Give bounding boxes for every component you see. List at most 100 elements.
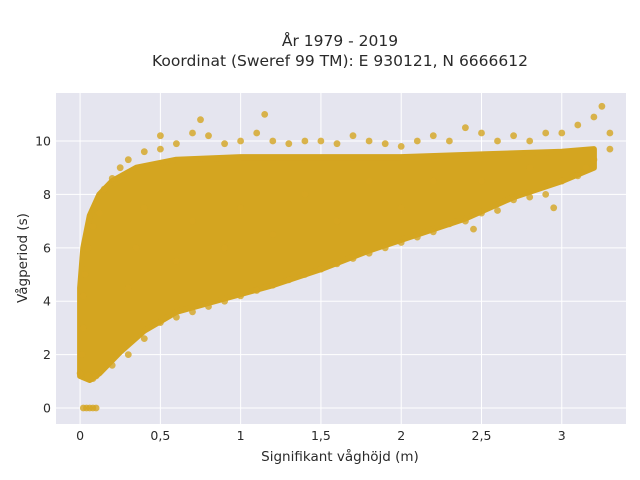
scatter-point (221, 244, 229, 252)
scatter-point (470, 225, 477, 233)
scatter-point (173, 313, 180, 321)
scatter-point (253, 287, 261, 294)
scatter-point (157, 319, 164, 326)
scatter-point (397, 239, 405, 246)
scatter-point (574, 172, 582, 180)
scatter-point (205, 303, 212, 310)
scatter-point (108, 361, 116, 369)
x-tick-label: 2 (397, 428, 405, 443)
y-tick-labels: 0 2 4 6 8 10 (35, 134, 51, 416)
scatter-point (542, 191, 550, 198)
scatter-point (253, 129, 261, 137)
scatter-point (429, 177, 437, 185)
scatter-point (558, 129, 566, 137)
scatter-point (381, 140, 389, 148)
scatter-point (606, 129, 614, 137)
scatter-point (79, 292, 87, 300)
scatter-point (301, 137, 309, 145)
scatter-point (237, 204, 245, 212)
scatter-point (157, 132, 164, 140)
scatter-point (79, 324, 87, 332)
scatter-point (237, 137, 245, 145)
scatter-point (84, 244, 92, 252)
scatter-point (413, 233, 421, 241)
scatter-point (301, 271, 309, 278)
scatter-point (92, 404, 100, 412)
y-axis-label: Vågperiod (s) (14, 213, 31, 303)
scatter-point (397, 143, 405, 150)
y-tick-label: 4 (43, 294, 51, 309)
scatter-point (124, 351, 132, 358)
scatter-point (526, 164, 534, 172)
scatter-point (349, 132, 357, 140)
scatter-point (317, 137, 325, 145)
scatter-point (582, 164, 590, 172)
scatter-point (558, 177, 566, 185)
x-tick-label: 0 (76, 428, 84, 443)
scatter-point (285, 140, 293, 148)
scatter-point (446, 220, 453, 228)
x-tick-label: 2,5 (472, 428, 492, 443)
scatter-point (542, 129, 550, 137)
scatter-point (462, 124, 469, 132)
scatter-point (574, 121, 582, 129)
scatter-point (478, 177, 485, 185)
x-tick-labels: 0 0,5 1 1,5 2 2,5 3 (76, 428, 566, 443)
scatter-point (397, 204, 405, 212)
scatter-point (132, 244, 140, 252)
scatter-point (140, 148, 148, 156)
scatter-point (494, 207, 501, 214)
x-tick-label: 0,5 (150, 428, 170, 443)
scatter-point (510, 196, 517, 204)
scatter-point (189, 217, 196, 225)
scatter-point (108, 175, 116, 182)
scatter-point (189, 129, 196, 137)
scatter-point (317, 265, 325, 273)
scatter-point (221, 297, 229, 305)
scatter-point (333, 217, 341, 225)
scatter-point (526, 193, 534, 201)
scatter-point (78, 351, 86, 358)
scatter-point (261, 111, 269, 118)
scatter-point (526, 137, 534, 145)
scatter-point (446, 137, 453, 145)
scatter-point (413, 137, 421, 145)
scatter-point (89, 223, 97, 230)
y-tick-label: 8 (43, 187, 51, 202)
x-tick-label: 1,5 (311, 428, 331, 443)
scatter-point (429, 132, 437, 140)
scatter-point (269, 231, 277, 238)
scatter-point (116, 164, 124, 172)
scatter-point (173, 140, 180, 148)
y-tick-label: 6 (43, 240, 51, 255)
scatter-point (381, 244, 389, 252)
scatter-point (269, 281, 277, 289)
scatter-point (301, 191, 309, 198)
y-tick-label: 2 (43, 347, 51, 362)
scatter-point (140, 335, 148, 342)
scatter-point (606, 145, 614, 153)
scatter-point (157, 145, 164, 153)
scatter-point (92, 201, 100, 209)
scatter-point (590, 113, 598, 121)
scatter-point (269, 137, 277, 145)
scatter-point (173, 257, 180, 265)
scatter-point (478, 209, 485, 217)
scatter-point (205, 132, 212, 140)
scatter-point (124, 284, 132, 292)
scatter-points (76, 102, 614, 412)
scatter-point (96, 209, 103, 217)
scatter-point (365, 137, 373, 145)
y-tick-label: 10 (35, 134, 51, 149)
scatter-point (333, 140, 341, 148)
scatter-point (81, 271, 89, 278)
scatter-point (92, 372, 100, 380)
scatter-point (365, 249, 373, 257)
scatter-point (100, 185, 108, 193)
scatter-point (462, 217, 469, 225)
chart-title-line-1: År 1979 - 2019 (282, 31, 398, 50)
scatter-point (429, 228, 437, 236)
scatter-point (590, 156, 598, 164)
scatter-point (197, 116, 204, 124)
